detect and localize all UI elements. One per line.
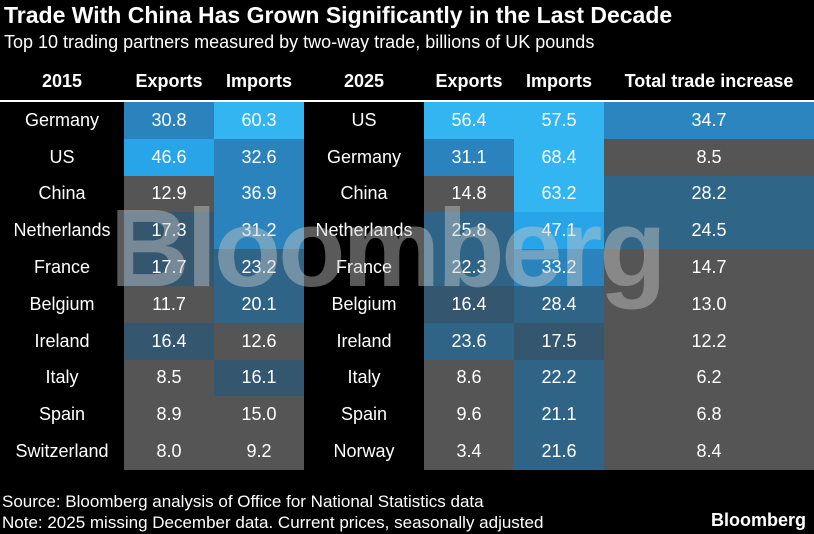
- country-cell: China: [38, 183, 86, 204]
- country-cell: Netherlands: [315, 220, 413, 241]
- country-cell: France: [33, 257, 91, 278]
- value-cell: 22.2: [514, 359, 604, 397]
- country-cell: Italy: [347, 367, 381, 388]
- country-cell: Spain: [340, 404, 388, 425]
- country-cell: Germany: [24, 109, 100, 130]
- value-cell: 3.4: [424, 433, 514, 470]
- value-cell: 21.1: [514, 396, 604, 434]
- table-row: Belgium 11.7 20.1 Belgium 16.4 28.4 13.0: [0, 285, 814, 323]
- column-header: Imports: [214, 62, 304, 102]
- header-row: 2015 Exports Imports 2025 Exports Imports Tota…: [0, 62, 814, 102]
- value-cell: 31.1: [424, 138, 514, 176]
- value-cell: 12.9: [124, 175, 214, 213]
- value-cell: 8.5: [604, 138, 814, 176]
- column-header: Imports: [514, 62, 604, 102]
- value-cell: 9.2: [214, 433, 304, 470]
- value-cell: 14.7: [604, 249, 814, 286]
- value-cell: 6.8: [604, 396, 814, 434]
- value-cell: 6.2: [604, 359, 814, 397]
- value-cell: 8.5: [124, 359, 214, 397]
- value-cell: 34.7: [604, 101, 814, 139]
- logo: Bloomberg: [710, 510, 806, 530]
- value-cell: 47.1: [514, 212, 604, 250]
- value-cell: 25.8: [424, 212, 514, 250]
- table-row: Netherlands 17.3 31.2 Netherlands 25.8 47.1 24…: [0, 212, 814, 250]
- country-cell: Netherlands: [13, 220, 111, 241]
- value-cell: 32.6: [214, 138, 304, 176]
- value-cell: 14.8: [424, 175, 514, 213]
- value-cell: 8.9: [124, 396, 214, 434]
- note: Note: 2025 missing December data. Curren…: [2, 513, 544, 532]
- country-cell: Ireland: [336, 330, 392, 351]
- value-cell: 63.2: [514, 175, 604, 213]
- value-cell: 17.5: [514, 322, 604, 360]
- table-row: US 46.6 32.6 Germany 31.1 68.4 8.5: [0, 138, 814, 176]
- value-cell: 12.2: [604, 322, 814, 360]
- column-header: Exports: [124, 62, 214, 102]
- value-cell: 30.8: [124, 101, 214, 139]
- value-cell: 23.2: [214, 249, 304, 286]
- value-cell: 13.0: [604, 285, 814, 323]
- country-cell: Belgium: [29, 293, 95, 314]
- table-row: Spain 8.9 15.0 Spain 9.6 21.1 6.8: [0, 396, 814, 434]
- value-cell: 57.5: [514, 101, 604, 139]
- country-cell: Spain: [38, 404, 86, 425]
- value-cell: 56.4: [424, 101, 514, 139]
- value-cell: 17.3: [124, 212, 214, 250]
- value-cell: 16.1: [214, 359, 304, 397]
- table-row: Ireland 16.4 12.6 Ireland 23.6 17.5 12.2: [0, 322, 814, 360]
- value-cell: 28.4: [514, 285, 604, 323]
- country-cell: Belgium: [331, 293, 397, 314]
- country-cell: US: [351, 109, 377, 130]
- value-cell: 15.0: [214, 396, 304, 434]
- table-row: France 17.7 23.2 France 22.3 33.2 14.7: [0, 249, 814, 286]
- country-cell: Italy: [45, 367, 79, 388]
- value-cell: 60.3: [214, 101, 304, 139]
- value-cell: 36.9: [214, 175, 304, 213]
- source: Source: Bloomberg analysis of Office for…: [2, 492, 484, 511]
- country-cell: Ireland: [34, 330, 90, 351]
- table-row: Italy 8.5 16.1 Italy 8.6 22.2 6.2: [0, 359, 814, 397]
- column-header: Total trade increase: [604, 62, 814, 102]
- value-cell: 8.4: [604, 433, 814, 470]
- value-cell: 21.6: [514, 433, 604, 470]
- subtitle: Top 10 trading partners measured by two-…: [4, 32, 595, 52]
- value-cell: 17.7: [124, 249, 214, 286]
- value-cell: 8.0: [124, 433, 214, 470]
- value-cell: 23.6: [424, 322, 514, 360]
- value-cell: 33.2: [514, 249, 604, 286]
- value-cell: 8.6: [424, 359, 514, 397]
- value-cell: 28.2: [604, 175, 814, 213]
- value-cell: 12.6: [214, 322, 304, 360]
- value-cell: 11.7: [124, 285, 214, 323]
- column-header: Exports: [424, 62, 514, 102]
- trade-table: 2015 Exports Imports 2025 Exports Imports Tota…: [0, 62, 814, 470]
- value-cell: 16.4: [124, 322, 214, 360]
- country-cell: Germany: [326, 146, 402, 167]
- table-row: China 12.9 36.9 China 14.8 63.2 28.2: [0, 175, 814, 213]
- country-cell: Norway: [333, 441, 395, 462]
- value-cell: 20.1: [214, 285, 304, 323]
- value-cell: 24.5: [604, 212, 814, 250]
- country-cell: China: [340, 183, 388, 204]
- column-header: 2025: [304, 62, 424, 102]
- table-body: Germany 30.8 60.3 US 56.4 57.5 34.7 US 46.6 32.6 G…: [0, 101, 814, 470]
- table-row: Germany 30.8 60.3 US 56.4 57.5 34.7: [0, 101, 814, 139]
- country-cell: France: [335, 257, 393, 278]
- table-row: Switzerland 8.0 9.2 Norway 3.4 21.6 8.4: [0, 433, 814, 470]
- value-cell: 22.3: [424, 249, 514, 286]
- title: Trade With China Has Grown Significantly…: [4, 2, 673, 28]
- value-cell: 68.4: [514, 138, 604, 176]
- value-cell: 46.6: [124, 138, 214, 176]
- country-cell: US: [49, 146, 75, 167]
- country-cell: Switzerland: [15, 441, 109, 462]
- column-header: 2015: [0, 62, 124, 102]
- value-cell: 9.6: [424, 396, 514, 434]
- value-cell: 31.2: [214, 212, 304, 250]
- value-cell: 16.4: [424, 285, 514, 323]
